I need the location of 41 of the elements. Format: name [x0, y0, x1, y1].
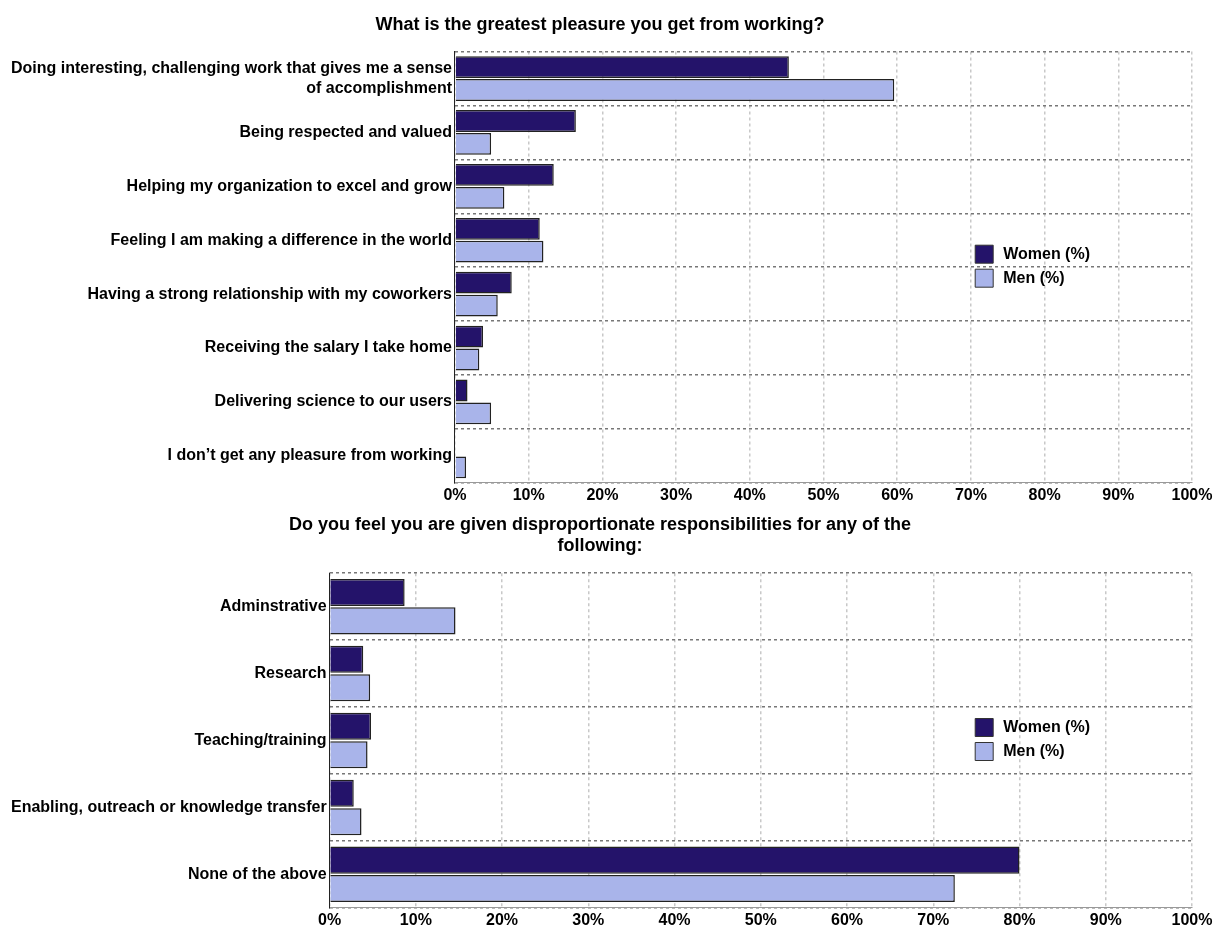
x-tick-label: 10% — [512, 485, 545, 503]
x-tick-label: 80% — [1003, 910, 1036, 928]
x-tick-label: 10% — [399, 910, 432, 928]
chart-title: What is the greatest pleasure you get from working? — [375, 13, 825, 34]
x-tick-label: 40% — [658, 910, 691, 928]
y-tick-label: Receiving the salary I take home — [204, 338, 453, 356]
chart-title: Do you feel you are given disproportionate responsibilities for any of the following: — [288, 513, 912, 556]
y-tick-label: Delivering science to our users — [214, 392, 453, 410]
x-tick-label: 60% — [881, 485, 914, 503]
y-tick-label: Being respected and valued — [239, 122, 452, 140]
x-tick-label: 70% — [917, 910, 950, 928]
x-tick-label: 100% — [1171, 910, 1213, 928]
x-tick-label: 40% — [733, 485, 766, 503]
x-tick-label: 80% — [1028, 485, 1061, 503]
x-tick-label: 20% — [586, 485, 619, 503]
legend-label: Men (%) — [1003, 268, 1065, 286]
y-tick-label: Adminstrative — [219, 597, 327, 615]
y-tick-label: Feeling I am making a difference in the world — [110, 230, 452, 248]
x-tick-label: 30% — [660, 485, 693, 503]
y-tick-label: Enabling, outreach or knowledge transfer — [11, 797, 327, 815]
legend-label: Women (%) — [1003, 717, 1090, 735]
y-tick-label: Doing interesting, challenging work that gives me a sense of accomplishment — [10, 59, 453, 96]
x-tick-label: 30% — [572, 910, 605, 928]
y-tick-label: I don’t get any pleasure from working — [167, 446, 452, 464]
x-tick-label: 20% — [486, 910, 519, 928]
legend-label: Women (%) — [1003, 244, 1090, 262]
x-tick-label: 100% — [1171, 485, 1213, 503]
x-tick-label: 90% — [1089, 910, 1122, 928]
x-tick-label: 0% — [443, 485, 467, 503]
y-tick-label: Having a strong relationship with my coworkers — [87, 284, 453, 302]
y-tick-label: Research — [254, 663, 327, 681]
legend-label: Men (%) — [1003, 741, 1065, 759]
y-tick-label: Helping my organization to excel and grow — [126, 176, 453, 194]
x-tick-label: 0% — [318, 910, 342, 928]
y-tick-label: Teaching/training — [194, 730, 327, 748]
x-tick-label: 50% — [807, 485, 840, 503]
x-tick-label: 50% — [744, 910, 777, 928]
x-tick-label: 60% — [831, 910, 864, 928]
x-tick-label: 70% — [954, 485, 987, 503]
y-tick-label: None of the above — [187, 864, 327, 882]
x-tick-label: 90% — [1102, 485, 1135, 503]
